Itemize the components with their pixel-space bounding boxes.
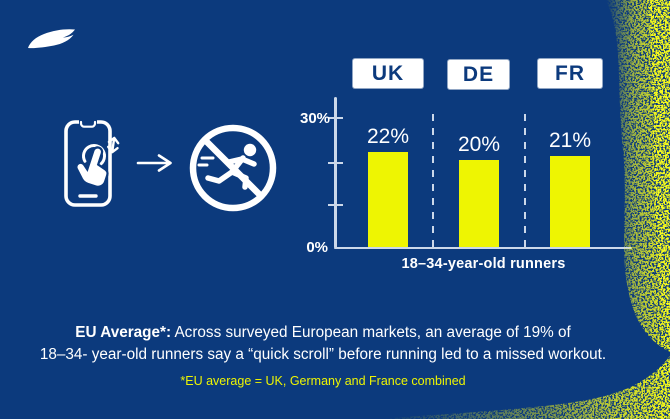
separator-dashed-2 — [524, 114, 526, 247]
footer-line-1-rest: Across surveyed European markets, an ave… — [171, 324, 571, 341]
bar-value-fr: 21% — [548, 129, 592, 152]
arrow-right-icon — [136, 154, 172, 172]
footer-lead: EU Average*: — [75, 324, 172, 341]
footer-copy: EU Average*: Across surveyed European ma… — [0, 322, 646, 366]
category-box-uk: UK — [353, 59, 423, 88]
footer-line-1: EU Average*: Across surveyed European ma… — [0, 322, 646, 344]
category-box-de: DE — [448, 60, 509, 89]
y-axis — [334, 97, 337, 248]
bar-fr — [550, 156, 590, 247]
y-tick-30 — [328, 117, 343, 120]
bar-de — [459, 160, 499, 247]
no-running-icon — [189, 124, 277, 212]
bar-value-uk: 22% — [366, 125, 410, 148]
phone-scroll-icon — [64, 119, 112, 207]
phone-notch — [79, 119, 97, 126]
y-tick-label-top: 30% — [300, 110, 331, 127]
illustration-row — [64, 119, 277, 212]
y-tick-20 — [328, 162, 343, 165]
prohibition-slash — [201, 136, 265, 200]
bar-uk — [368, 152, 408, 247]
footer-line-2: 18–34- year-old runners say a “quick scr… — [39, 346, 607, 363]
x-axis-label: 18–34-year-old runners — [401, 256, 566, 272]
category-box-fr: FR — [538, 59, 602, 88]
y-tick-10 — [328, 204, 343, 207]
separator-dashed-1 — [432, 114, 434, 247]
bar-chart: UK DE FR 30% 0% 22% 20% 21% 18–34-year-o… — [300, 55, 645, 300]
y-tick-label-bottom: 0% — [306, 239, 328, 256]
footnote: *EU average = UK, Germany and France com… — [180, 374, 466, 388]
brooks-logo — [28, 29, 75, 49]
bar-value-de: 20% — [457, 133, 501, 156]
x-axis — [334, 246, 632, 249]
scroll-gesture-icon — [75, 136, 120, 188]
